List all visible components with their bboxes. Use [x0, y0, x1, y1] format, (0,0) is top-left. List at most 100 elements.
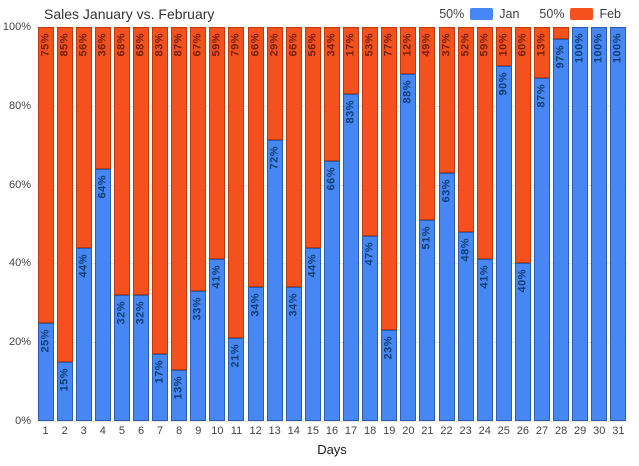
bar-day-24: 59% 41% [476, 27, 493, 421]
jan-segment-day-8[interactable]: 13% [171, 369, 188, 421]
bar-slot-day-2: 85% 15% [55, 27, 74, 421]
bar-day-3: 56% 44% [75, 27, 92, 421]
feb-segment-day-4[interactable]: 36% [94, 27, 111, 169]
jan-segment-day-23[interactable]: 48% [457, 231, 474, 421]
chart-title: Sales January vs. February [44, 6, 215, 22]
jan-segment-day-29[interactable]: 100% [572, 27, 589, 421]
feb-segment-day-11[interactable]: 79% [228, 27, 245, 339]
bar-slot-day-9: 67% 33% [189, 27, 208, 421]
jan-segment-day-19[interactable]: 23% [381, 330, 398, 421]
feb-segment-day-2[interactable]: 85% [56, 27, 73, 362]
feb-segment-day-10[interactable]: 59% [209, 27, 226, 260]
feb-segment-day-28[interactable] [553, 27, 570, 39]
jan-segment-day-31[interactable]: 100% [610, 27, 627, 421]
jan-annotation-day-4: 64% [96, 174, 109, 199]
bar-day-25: 10% 90% [495, 27, 512, 421]
bar-slot-day-1: 75% 25% [36, 27, 55, 421]
jan-segment-day-2[interactable]: 15% [56, 361, 73, 421]
bar-day-13: 29% 72% [266, 27, 283, 421]
jan-segment-day-4[interactable]: 64% [94, 168, 111, 421]
x-axis-tick-label-30: 30 [593, 425, 606, 437]
jan-segment-day-15[interactable]: 44% [304, 247, 321, 421]
legend-item-jan[interactable]: 50% Jan [439, 7, 519, 21]
jan-segment-day-16[interactable]: 66% [323, 160, 340, 421]
feb-segment-day-20[interactable]: 12% [400, 27, 417, 75]
x-axis-tick-label-25: 25 [497, 425, 510, 437]
bar-slot-day-23: 52% 48% [456, 27, 475, 421]
bar-day-26: 60% 40% [514, 27, 531, 421]
jan-segment-day-21[interactable]: 51% [419, 220, 436, 421]
feb-segment-day-9[interactable]: 67% [190, 27, 207, 291]
bar-day-30: 100% [591, 27, 608, 421]
feb-segment-day-15[interactable]: 56% [304, 27, 321, 248]
jan-annotation-day-7: 17% [153, 360, 166, 384]
feb-segment-day-6[interactable]: 68% [133, 27, 150, 295]
jan-segment-day-9[interactable]: 33% [190, 290, 207, 421]
feb-segment-day-21[interactable]: 49% [419, 27, 436, 221]
x-axis-tick-label-16: 16 [325, 425, 339, 437]
bar-day-16: 34% 66% [323, 27, 340, 421]
feb-annotation-day-11: 79% [229, 33, 242, 57]
bar-day-31: 100% [610, 27, 627, 421]
jan-segment-day-3[interactable]: 44% [75, 247, 92, 421]
x-axis-tick-label-1: 1 [42, 425, 49, 437]
jan-segment-day-26[interactable]: 40% [514, 263, 531, 421]
legend: 50% Jan 50% Feb [439, 7, 621, 21]
jan-segment-day-11[interactable]: 21% [228, 338, 245, 421]
feb-segment-day-26[interactable]: 60% [514, 27, 531, 264]
feb-annotation-day-12: 66% [249, 33, 262, 57]
feb-segment-day-3[interactable]: 56% [75, 27, 92, 248]
legend-value-jan: 50% [439, 7, 465, 21]
feb-segment-day-12[interactable]: 66% [247, 27, 264, 288]
jan-segment-day-24[interactable]: 41% [476, 259, 493, 421]
jan-segment-day-22[interactable]: 63% [438, 172, 455, 421]
jan-annotation-day-23: 48% [459, 237, 472, 262]
x-axis-tick-label-11: 11 [230, 425, 243, 437]
jan-segment-day-1[interactable]: 25% [37, 322, 54, 421]
feb-segment-day-1[interactable]: 75% [37, 27, 54, 323]
feb-annotation-day-27: 13% [535, 33, 548, 57]
jan-segment-day-10[interactable]: 41% [209, 259, 226, 421]
bar-slot-day-29: 100% [571, 27, 590, 421]
feb-segment-day-24[interactable]: 59% [476, 27, 493, 260]
feb-segment-day-25[interactable]: 10% [495, 27, 512, 67]
feb-segment-day-8[interactable]: 87% [171, 27, 188, 370]
jan-segment-day-30[interactable]: 100% [591, 27, 608, 421]
jan-segment-day-20[interactable]: 88% [400, 74, 417, 421]
feb-segment-day-19[interactable]: 77% [381, 27, 398, 331]
x-axis-tick-label-29: 29 [574, 425, 587, 437]
feb-segment-day-22[interactable]: 37% [438, 27, 455, 173]
jan-segment-day-14[interactable]: 34% [285, 287, 302, 421]
jan-segment-day-27[interactable]: 87% [533, 78, 550, 421]
jan-segment-day-17[interactable]: 83% [343, 93, 360, 421]
jan-annotation-day-25: 90% [497, 72, 510, 96]
legend-label-feb: Feb [599, 7, 621, 21]
bar-day-20: 12% 88% [400, 27, 417, 421]
jan-segment-day-25[interactable]: 90% [495, 66, 512, 421]
feb-segment-day-27[interactable]: 13% [533, 27, 550, 79]
feb-segment-day-17[interactable]: 17% [343, 27, 360, 94]
jan-segment-day-5[interactable]: 32% [113, 294, 130, 421]
feb-segment-day-13[interactable]: 29% [266, 27, 283, 141]
feb-segment-day-16[interactable]: 34% [323, 27, 340, 161]
bar-slot-day-5: 68% 32% [112, 27, 131, 421]
jan-segment-day-28[interactable]: 97% [553, 38, 570, 421]
feb-annotation-day-14: 66% [287, 33, 300, 57]
jan-segment-day-12[interactable]: 34% [247, 287, 264, 421]
legend-item-feb[interactable]: 50% Feb [539, 7, 621, 21]
bar-day-19: 77% 23% [381, 27, 398, 421]
feb-annotation-day-26: 60% [516, 33, 529, 57]
feb-segment-day-7[interactable]: 83% [152, 27, 169, 355]
bar-slot-day-21: 49% 51% [418, 27, 437, 421]
feb-segment-day-18[interactable]: 53% [362, 27, 379, 236]
jan-segment-day-18[interactable]: 47% [362, 235, 379, 421]
jan-segment-day-6[interactable]: 32% [133, 294, 150, 421]
feb-segment-day-23[interactable]: 52% [457, 27, 474, 232]
jan-segment-day-13[interactable]: 72% [266, 140, 283, 421]
feb-segment-day-5[interactable]: 68% [113, 27, 130, 295]
jan-segment-day-7[interactable]: 17% [152, 354, 169, 421]
bar-slot-day-3: 56% 44% [74, 27, 93, 421]
feb-annotation-day-25: 10% [497, 33, 510, 57]
x-axis-title: Days [317, 442, 347, 457]
feb-segment-day-14[interactable]: 66% [285, 27, 302, 288]
